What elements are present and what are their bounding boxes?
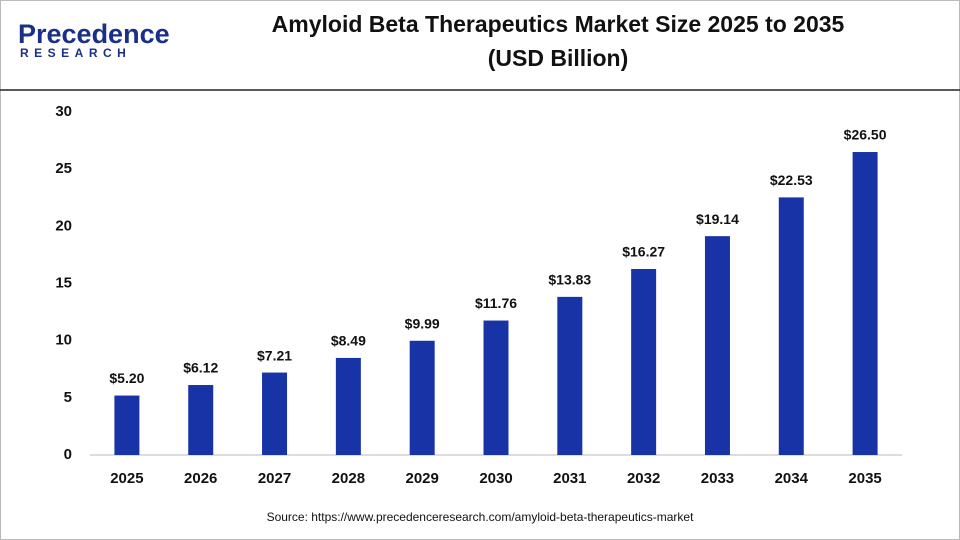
- chart-title: Amyloid Beta Therapeutics Market Size 20…: [272, 11, 845, 37]
- x-tick-label: 2029: [405, 470, 438, 487]
- x-tick-label: 2026: [184, 470, 217, 487]
- source: Source: https://www.precedenceresearch.c…: [267, 510, 695, 524]
- bar: [335, 357, 361, 455]
- x-tick-label: 2031: [553, 470, 586, 487]
- bar: [409, 340, 435, 455]
- value-label: $7.21: [257, 347, 292, 363]
- value-label: $22.53: [770, 172, 813, 188]
- value-label: $19.14: [696, 211, 739, 227]
- bar: [114, 395, 140, 455]
- y-tick-label: 25: [55, 160, 72, 177]
- value-label: $26.50: [844, 127, 887, 143]
- y-tick-label: 30: [55, 103, 72, 120]
- brand-name: Precedence: [18, 19, 170, 49]
- y-tick-label: 10: [55, 332, 72, 349]
- y-tick-label: 5: [64, 389, 72, 406]
- x-tick-label: 2028: [332, 470, 365, 487]
- value-label: $13.83: [548, 272, 591, 288]
- y-tick-label: 0: [64, 446, 72, 463]
- value-label: $16.27: [622, 244, 665, 260]
- x-tick-label: 2030: [479, 470, 512, 487]
- bar: [704, 236, 730, 455]
- x-tick-label: 2027: [258, 470, 291, 487]
- value-label: $9.99: [405, 315, 440, 331]
- brand-tagline: RESEARCH: [20, 46, 131, 60]
- bar: [262, 372, 288, 455]
- x-tick-label: 2025: [110, 470, 143, 487]
- bar: [852, 152, 878, 455]
- y-tick-label: 15: [55, 274, 72, 291]
- logo: Precedence RESEARCH: [18, 19, 170, 60]
- x-tick-label: 2032: [627, 470, 660, 487]
- y-tick-label: 20: [55, 217, 72, 234]
- bar: [778, 197, 804, 456]
- value-label: $8.49: [331, 333, 366, 349]
- bar: [483, 320, 509, 455]
- x-tick-label: 2034: [775, 470, 809, 487]
- value-label: $11.76: [475, 295, 517, 311]
- x-tick-label: 2035: [848, 470, 881, 487]
- value-label: $5.20: [109, 370, 144, 386]
- x-tick-label: 2033: [701, 470, 734, 487]
- value-label: $6.12: [183, 360, 218, 376]
- bar: [557, 296, 583, 455]
- bar: [631, 268, 657, 455]
- chart-subtitle: (USD Billion): [488, 45, 629, 71]
- bar: [188, 385, 214, 455]
